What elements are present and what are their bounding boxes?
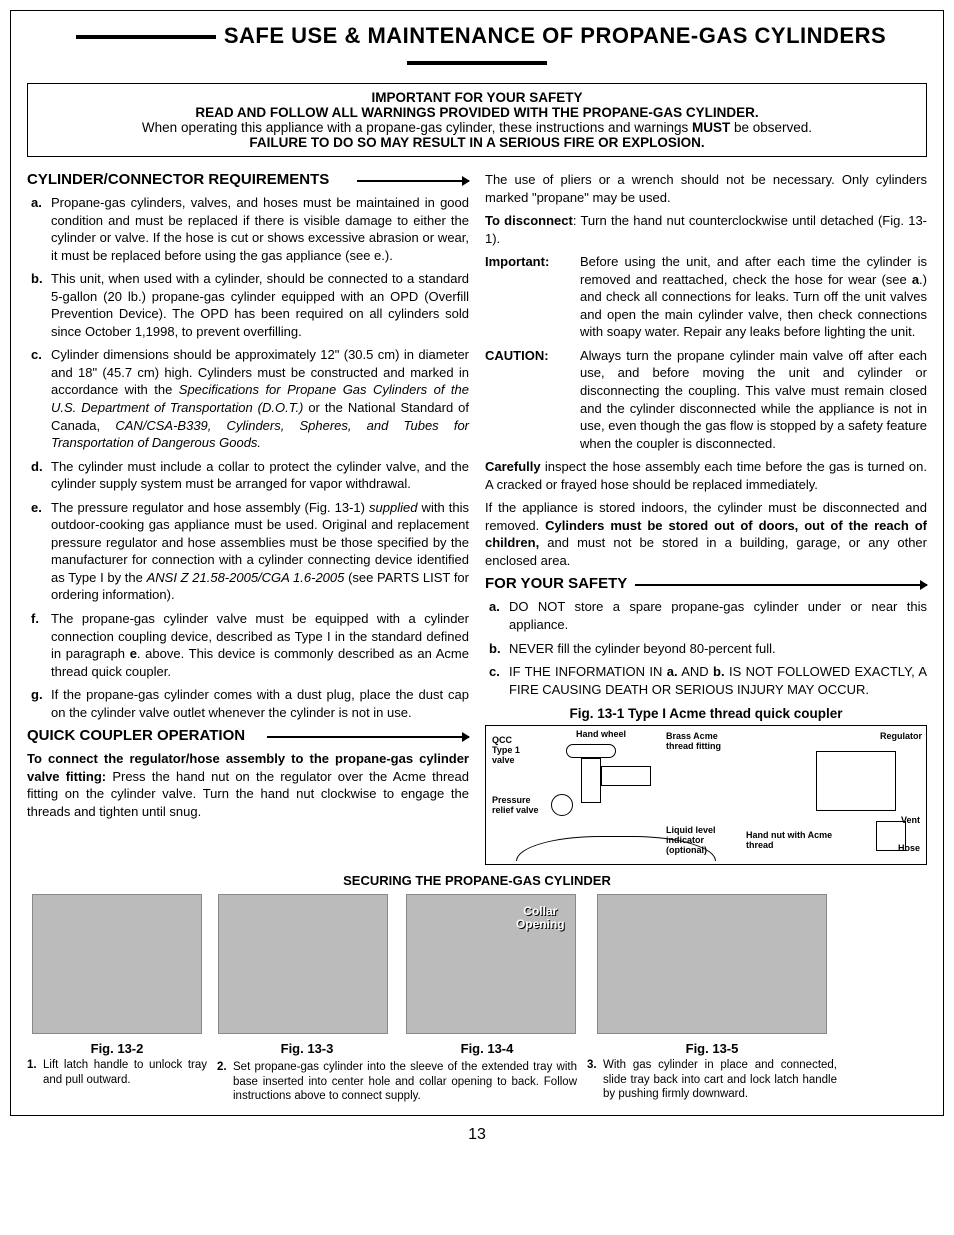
right-column: The use of pliers or a wrench should not… bbox=[485, 165, 927, 865]
photo-13-3 bbox=[218, 894, 388, 1034]
req-a: a.Propane-gas cylinders, valves, and hos… bbox=[27, 194, 469, 264]
step-1: 1.Lift latch handle to unlock tray and p… bbox=[27, 1058, 207, 1087]
r-stored: If the appliance is stored indoors, the … bbox=[485, 499, 927, 569]
diagram-13-1: QCC Type 1 valve Hand wheel Brass Acme t… bbox=[485, 725, 927, 865]
lbl-regulator: Regulator bbox=[880, 732, 922, 742]
lbl-handwheel: Hand wheel bbox=[576, 730, 626, 740]
safety-line-3: When operating this appliance with a pro… bbox=[38, 120, 916, 135]
requirements-list: a.Propane-gas cylinders, valves, and hos… bbox=[27, 194, 469, 721]
quick-para: To connect the regulator/hose assembly t… bbox=[27, 750, 469, 820]
heading-safety: FOR YOUR SAFETY bbox=[485, 575, 927, 592]
main-title: SAFE USE & MAINTENANCE OF PROPANE-GAS CY… bbox=[27, 23, 927, 75]
safety-box: IMPORTANT FOR YOUR SAFETY READ AND FOLLO… bbox=[27, 83, 927, 157]
req-g: g.If the propane-gas cylinder comes with… bbox=[27, 686, 469, 721]
photo-13-5 bbox=[597, 894, 827, 1034]
collar-label: CollarOpening bbox=[516, 905, 565, 931]
sl3a: When operating this appliance with a pro… bbox=[142, 120, 692, 135]
safety-c: c.IF THE INFORMATION IN a. AND b. IS NOT… bbox=[485, 663, 927, 698]
req-e: e.The pressure regulator and hose assemb… bbox=[27, 499, 469, 604]
r-intro: The use of pliers or a wrench should not… bbox=[485, 171, 927, 206]
req-b: b.This unit, when used with a cylinder, … bbox=[27, 270, 469, 340]
figure-row: Fig. 13-2 1.Lift latch handle to unlock … bbox=[27, 894, 927, 1103]
columns: CYLINDER/CONNECTOR REQUIREMENTS a.Propan… bbox=[27, 165, 927, 865]
page: SAFE USE & MAINTENANCE OF PROPANE-GAS CY… bbox=[10, 10, 944, 1116]
req-d: d.The cylinder must include a collar to … bbox=[27, 458, 469, 493]
lbl-qcc: QCC Type 1 valve bbox=[492, 736, 532, 766]
lbl-brass: Brass Acme thread fitting bbox=[666, 732, 726, 752]
lbl-prv: Pressure relief valve bbox=[492, 796, 542, 816]
safety-line-1: IMPORTANT FOR YOUR SAFETY bbox=[38, 90, 916, 105]
step-3: 3.With gas cylinder in place and connect… bbox=[587, 1058, 837, 1101]
page-number: 13 bbox=[10, 1126, 944, 1144]
safety-line-4: FAILURE TO DO SO MAY RESULT IN A SERIOUS… bbox=[38, 135, 916, 150]
photo-13-2 bbox=[32, 894, 202, 1034]
securing-heading: SECURING THE PROPANE-GAS CYLINDER bbox=[27, 873, 927, 888]
fig131-title: Fig. 13-1 Type I Acme thread quick coupl… bbox=[485, 706, 927, 721]
req-f: f.The propane-gas cylinder valve must be… bbox=[27, 610, 469, 680]
fig-13-2: Fig. 13-2 1.Lift latch handle to unlock … bbox=[27, 894, 207, 1103]
r-caution: CAUTION: Always turn the propane cylinde… bbox=[485, 347, 927, 452]
fig-13-5: Fig. 13-5 3.With gas cylinder in place a… bbox=[587, 894, 837, 1103]
r-important: Important: Before using the unit, and af… bbox=[485, 253, 927, 341]
safety-a: a.DO NOT store a spare propane-gas cylin… bbox=[485, 598, 927, 633]
r-disconnect: To disconnect: Turn the hand nut counter… bbox=[485, 212, 927, 247]
step-2: 2.Set propane-gas cylinder into the slee… bbox=[217, 1060, 577, 1103]
lbl-handnut: Hand nut with Acme thread bbox=[746, 831, 836, 851]
photo-13-4: CollarOpening bbox=[406, 894, 576, 1034]
r-carefully: Carefully inspect the hose assembly each… bbox=[485, 458, 927, 493]
left-column: CYLINDER/CONNECTOR REQUIREMENTS a.Propan… bbox=[27, 165, 469, 865]
sl3b: MUST bbox=[692, 120, 730, 135]
sl3c: be observed. bbox=[730, 120, 812, 135]
heading-cylinder: CYLINDER/CONNECTOR REQUIREMENTS bbox=[27, 171, 469, 188]
req-c: c.Cylinder dimensions should be approxim… bbox=[27, 346, 469, 451]
heading-quick: QUICK COUPLER OPERATION bbox=[27, 727, 469, 744]
safety-list: a.DO NOT store a spare propane-gas cylin… bbox=[485, 598, 927, 698]
safety-line-2: READ AND FOLLOW ALL WARNINGS PROVIDED WI… bbox=[38, 105, 916, 120]
fig-13-3-4: CollarOpening Fig. 13-3 Fig. 13-4 2.Set … bbox=[217, 894, 577, 1103]
safety-b: b.NEVER fill the cylinder beyond 80-perc… bbox=[485, 640, 927, 658]
